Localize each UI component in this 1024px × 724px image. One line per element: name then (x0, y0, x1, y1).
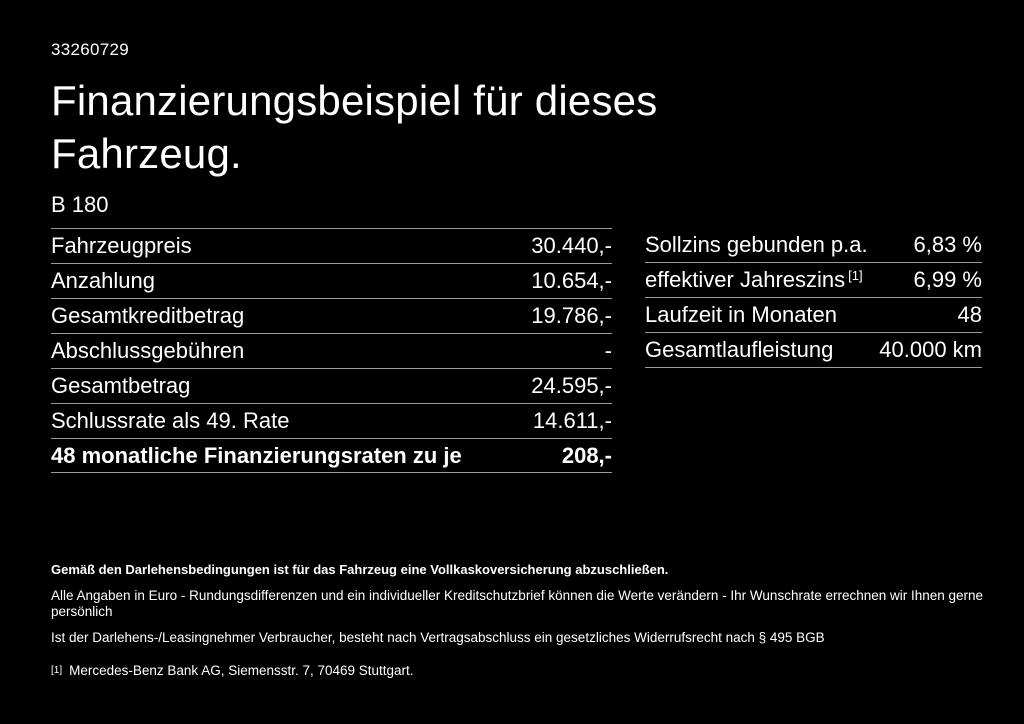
row-label: effektiver Jahreszins [1] (645, 267, 863, 293)
footnote-reference: [1] (848, 268, 863, 283)
table-row-monthly-rate: 48 monatliche Finanzierungsraten zu je 2… (51, 438, 612, 473)
footnote: [1] Mercedes-Benz Bank AG, Siemensstr. 7,… (51, 663, 985, 681)
row-label: Fahrzeugpreis (51, 233, 192, 258)
row-value: 24.595,- (531, 373, 612, 398)
table-row: Fahrzeugpreis 30.440,- (51, 228, 612, 263)
table-row: effektiver Jahreszins [1] 6,99 % (645, 263, 982, 298)
page-title: Finanzierungsbeispiel für dieses Fahrzeu… (51, 77, 658, 177)
footnote-marker: [1] (51, 665, 63, 676)
row-label: Schlussrate als 49. Rate (51, 408, 290, 433)
row-label: Gesamtbetrag (51, 373, 191, 398)
financing-table: Fahrzeugpreis 30.440,- Anzahlung 10.654,… (51, 228, 612, 473)
row-value: 30.440,- (531, 233, 612, 258)
table-row: Schlussrate als 49. Rate 14.611,- (51, 403, 612, 438)
footnote-text: Mercedes-Benz Bank AG, Siemensstr. 7, 70… (69, 663, 414, 678)
row-value: 40.000 km (879, 337, 982, 362)
financing-tables: Fahrzeugpreis 30.440,- Anzahlung 10.654,… (51, 228, 985, 473)
table-row: Gesamtbetrag 24.595,- (51, 368, 612, 403)
row-label: Sollzins gebunden p.a. (645, 232, 868, 257)
table-row: Laufzeit in Monaten 48 (645, 298, 982, 333)
table-row: Gesamtlaufleistung 40.000 km (645, 333, 982, 368)
conditions-table: Sollzins gebunden p.a. 6,83 % effektiver… (645, 228, 982, 368)
disclaimer-line-1: Alle Angaben in Euro - Rundungsdifferenz… (51, 588, 984, 619)
row-value: 19.786,- (531, 303, 612, 328)
legal-notes: Gemäß den Darlehensbedingungen ist für d… (51, 562, 985, 681)
row-label: Abschlussgebühren (51, 338, 245, 363)
row-label: 48 monatliche Finanzierungsraten zu je (51, 442, 462, 468)
row-label: Gesamtlaufleistung (645, 337, 834, 362)
row-value: 6,83 % (913, 232, 983, 257)
table-row: Sollzins gebunden p.a. 6,83 % (645, 228, 982, 263)
row-label: Laufzeit in Monaten (645, 302, 838, 327)
row-value: 6,99 % (913, 267, 983, 292)
row-label-text: effektiver Jahreszins (645, 267, 846, 292)
table-row: Gesamtkreditbetrag 19.786,- (51, 298, 612, 333)
row-value: 208,- (561, 442, 612, 468)
disclaimer-line-2: Ist der Darlehens-/Leasingnehmer Verbrau… (51, 630, 825, 645)
insurance-note: Gemäß den Darlehensbedingungen ist für d… (51, 562, 669, 577)
row-value: - (604, 338, 612, 363)
row-value: 10.654,- (531, 268, 612, 293)
row-label: Gesamtkreditbetrag (51, 303, 245, 328)
offer-number: 33260729 (51, 40, 130, 59)
table-row: Anzahlung 10.654,- (51, 263, 612, 298)
row-value: 14.611,- (532, 408, 612, 433)
row-value: 48 (957, 302, 982, 327)
vehicle-model: B 180 (51, 192, 109, 217)
row-label: Anzahlung (51, 268, 155, 293)
table-row: Abschlussgebühren - (51, 333, 612, 368)
